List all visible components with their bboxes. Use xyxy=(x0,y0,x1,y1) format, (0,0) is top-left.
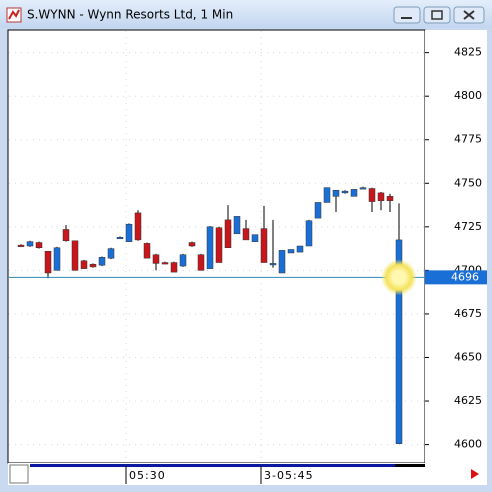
y-tick-label: 4650 xyxy=(454,350,482,363)
corner-box[interactable] xyxy=(9,464,29,484)
window-buttons[interactable] xyxy=(393,6,485,24)
candle-body xyxy=(80,260,88,269)
candle-body xyxy=(242,228,250,241)
candle-body xyxy=(62,229,70,242)
maximize-icon xyxy=(431,10,443,20)
candle-body xyxy=(26,241,34,247)
candle-body xyxy=(107,248,115,259)
candle-body xyxy=(332,190,340,197)
candle-body xyxy=(386,196,394,201)
y-tick-label: 4775 xyxy=(454,133,482,146)
candle-body xyxy=(233,216,241,235)
candle-body xyxy=(170,262,178,273)
candle-body xyxy=(143,243,151,259)
last-price-tag xyxy=(425,270,487,285)
candle-body xyxy=(116,237,124,240)
scroll-arrow[interactable] xyxy=(471,469,479,479)
candle-body xyxy=(350,189,358,197)
app-icon-glyph xyxy=(8,9,20,20)
candle-body xyxy=(269,263,277,266)
candle-body xyxy=(377,192,385,201)
close-icon xyxy=(463,10,475,20)
x-tick-label: 3-05:45 xyxy=(264,469,314,482)
y-tick-label: 4600 xyxy=(454,438,482,451)
candle-body xyxy=(359,187,367,190)
candle-body xyxy=(395,239,403,444)
candle-body xyxy=(341,190,349,194)
candle-body xyxy=(278,250,286,274)
candle-body xyxy=(134,212,142,241)
candle-body xyxy=(161,262,169,265)
y-tick-label: 4825 xyxy=(454,46,482,59)
candle-body xyxy=(44,250,52,274)
last-price-label: 4696 xyxy=(451,270,479,283)
candle-body xyxy=(17,244,25,247)
maximize-button[interactable] xyxy=(423,6,451,24)
scroll-track xyxy=(30,464,395,467)
candle-body xyxy=(53,247,61,271)
candle-body xyxy=(314,202,322,219)
y-tick-label: 4625 xyxy=(454,394,482,407)
candle-body xyxy=(197,254,205,271)
y-tick-label: 4725 xyxy=(454,220,482,233)
candle-body xyxy=(152,254,160,264)
candle-body xyxy=(35,242,43,248)
time-axis xyxy=(8,463,487,485)
candle-body xyxy=(206,226,214,269)
x-tick-label: 05:30 xyxy=(129,469,166,482)
candle-body xyxy=(215,227,223,263)
candle-body xyxy=(323,187,331,203)
candle-body xyxy=(89,264,97,268)
candle-body xyxy=(98,257,106,266)
candle-body xyxy=(251,234,259,242)
candle-body xyxy=(368,188,376,202)
price-glow xyxy=(381,259,417,296)
candle-body xyxy=(224,219,232,248)
candle-body xyxy=(260,228,268,263)
y-tick-label: 4675 xyxy=(454,307,482,320)
candle-body xyxy=(305,220,313,247)
candle-body xyxy=(296,245,304,253)
y-tick-label: 4800 xyxy=(454,89,482,102)
candle-body xyxy=(188,242,196,247)
window-title: S.WYNN - Wynn Resorts Ltd, 1 Min xyxy=(27,8,233,22)
candle-body xyxy=(287,249,295,254)
candle-body xyxy=(125,223,133,242)
candle-body xyxy=(71,240,79,271)
minimize-button[interactable] xyxy=(393,6,421,24)
price-axis xyxy=(425,30,487,463)
scroll-end xyxy=(395,464,425,467)
y-tick-label: 4750 xyxy=(454,176,482,189)
candle-body xyxy=(179,254,187,267)
